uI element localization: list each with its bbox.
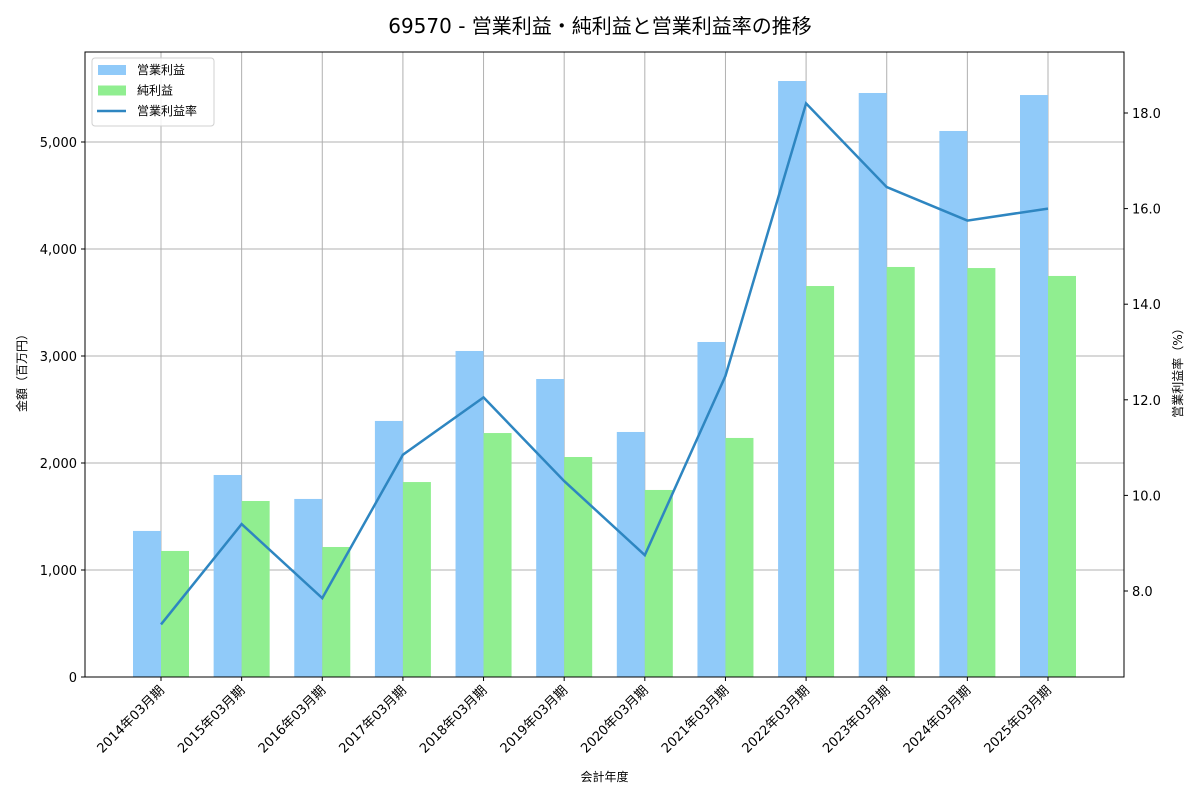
bar-operating-profit [697, 341, 726, 677]
y-right-tick-label: 14.0 [1132, 298, 1161, 313]
bar-operating-profit [294, 498, 323, 677]
bar-operating-profit [455, 350, 484, 677]
x-tick-label: 2020年03月期 [578, 683, 651, 756]
x-tick-label: 2023年03月期 [820, 683, 893, 756]
x-tick-label: 2021年03月期 [659, 683, 732, 756]
bar-net-profit [322, 546, 351, 677]
bar-net-profit [241, 500, 270, 677]
y-left-tick-label: 0 [69, 671, 77, 686]
x-tick-label: 2017年03月期 [336, 683, 409, 756]
x-tick-label: 2018年03月期 [417, 683, 490, 756]
legend-label: 営業利益率 [137, 103, 197, 118]
y-right-tick-label: 10.0 [1132, 489, 1161, 504]
bar-operating-profit [858, 92, 887, 677]
legend-swatch [98, 65, 126, 75]
y-left-tick-label: 2,000 [40, 457, 77, 472]
x-tick-label: 2015年03月期 [175, 683, 248, 756]
x-tick-label: 2014年03月期 [95, 683, 168, 756]
y-left-tick-label: 3,000 [40, 350, 77, 365]
bar-net-profit [564, 457, 593, 677]
bar-operating-profit [536, 379, 565, 677]
y-right-tick-label: 12.0 [1132, 394, 1161, 409]
bar-net-profit [402, 482, 431, 677]
y-left-axis-title: 金額（百万円） [14, 328, 29, 412]
y-left-tick-label: 1,000 [40, 564, 77, 579]
y-left-tick-label: 4,000 [40, 243, 77, 258]
bar-operating-profit [1020, 95, 1048, 678]
bar-net-profit [886, 266, 915, 677]
x-tick-label: 2025年03月期 [982, 683, 1055, 756]
y-right-tick-label: 18.0 [1132, 107, 1161, 122]
bar-net-profit [483, 433, 512, 677]
bar-operating-profit [616, 431, 645, 677]
y-left-axis: 0 1,000 2,000 3,000 4,000 5,000 [40, 136, 85, 686]
bar-net-profit [725, 437, 754, 677]
bar-net-profit [967, 268, 996, 677]
y-right-axis-title: 営業利益率（%） [1170, 322, 1185, 417]
operating-margin-line [160, 101, 1049, 626]
bar-operating-profit [374, 420, 403, 677]
y-right-axis: 8.0 10.0 12.0 14.0 16.0 18.0 [1124, 107, 1161, 600]
x-axis-title: 会計年度 [580, 769, 628, 784]
bar-net-profit [644, 489, 673, 677]
legend-swatch [98, 85, 126, 96]
x-tick-label: 2016年03月期 [256, 683, 329, 756]
bar-operating-profit [213, 474, 242, 677]
bar-net-profit [806, 286, 835, 677]
bar-operating-profit [778, 81, 807, 677]
bar-operating-profit [939, 130, 968, 677]
bar-operating-profit [133, 530, 161, 677]
bar-net-profit [161, 550, 189, 677]
x-tick-label: 2022年03月期 [740, 683, 813, 756]
x-axis: 2014年03月期 2015年03月期 2016年03月期 2017年03月期 2018… [95, 677, 1055, 757]
y-left-tick-label: 5,000 [40, 136, 77, 151]
bar-net-profit [1048, 275, 1076, 677]
y-right-tick-label: 16.0 [1132, 203, 1161, 218]
x-tick-label: 2024年03月期 [901, 683, 974, 756]
bars [133, 81, 1076, 678]
legend-label: 純利益 [137, 84, 173, 98]
x-tick-label: 2019年03月期 [498, 683, 571, 756]
chart-title: 69570 - 営業利益・純利益と営業利益率の推移 [388, 14, 812, 38]
y-right-tick-label: 8.0 [1132, 585, 1153, 600]
plot-frame [84, 51, 1125, 678]
legend-label: 営業利益 [137, 63, 185, 77]
